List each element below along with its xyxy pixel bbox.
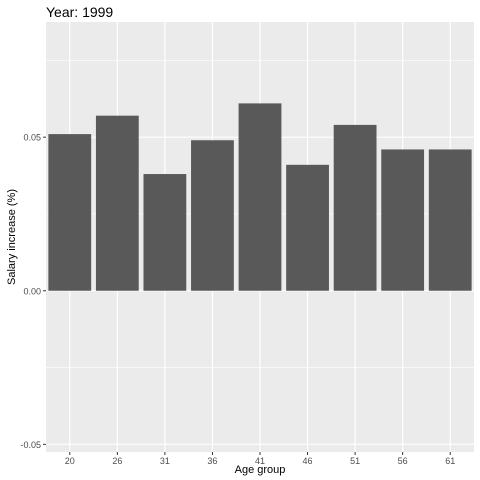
x-tick-label: 61 — [445, 456, 455, 466]
bar-56 — [381, 149, 425, 291]
x-tick-label: 20 — [65, 456, 75, 466]
bar-20 — [48, 134, 92, 291]
x-tick-label: 46 — [303, 456, 313, 466]
x-tick-label: 36 — [207, 456, 217, 466]
y-tick-label: 0.05 — [23, 133, 41, 143]
y-tick-label: 0.00 — [23, 286, 41, 296]
x-tick-label: 31 — [160, 456, 170, 466]
chart-title: Year: 1999 — [46, 4, 113, 20]
x-axis-title: Age group — [235, 464, 286, 476]
bar-31 — [143, 174, 187, 291]
bar-61 — [428, 149, 472, 291]
bar-36 — [191, 140, 234, 291]
x-tick-label: 26 — [112, 456, 122, 466]
y-tick-label: -0.05 — [20, 440, 41, 450]
bars — [48, 103, 472, 291]
y-axis-title: Salary increase (%) — [6, 189, 18, 285]
bar-51 — [333, 124, 377, 291]
y-axis-ticks: -0.05 0.00 0.05 — [20, 133, 46, 450]
x-tick-label: 56 — [398, 456, 408, 466]
x-axis-ticks: 20 26 31 36 41 46 51 56 61 — [65, 452, 455, 466]
x-tick-label: 51 — [350, 456, 360, 466]
bar-41 — [238, 103, 282, 291]
bar-46 — [286, 164, 329, 291]
x-tick-label: 41 — [255, 456, 265, 466]
bar-26 — [95, 115, 139, 291]
